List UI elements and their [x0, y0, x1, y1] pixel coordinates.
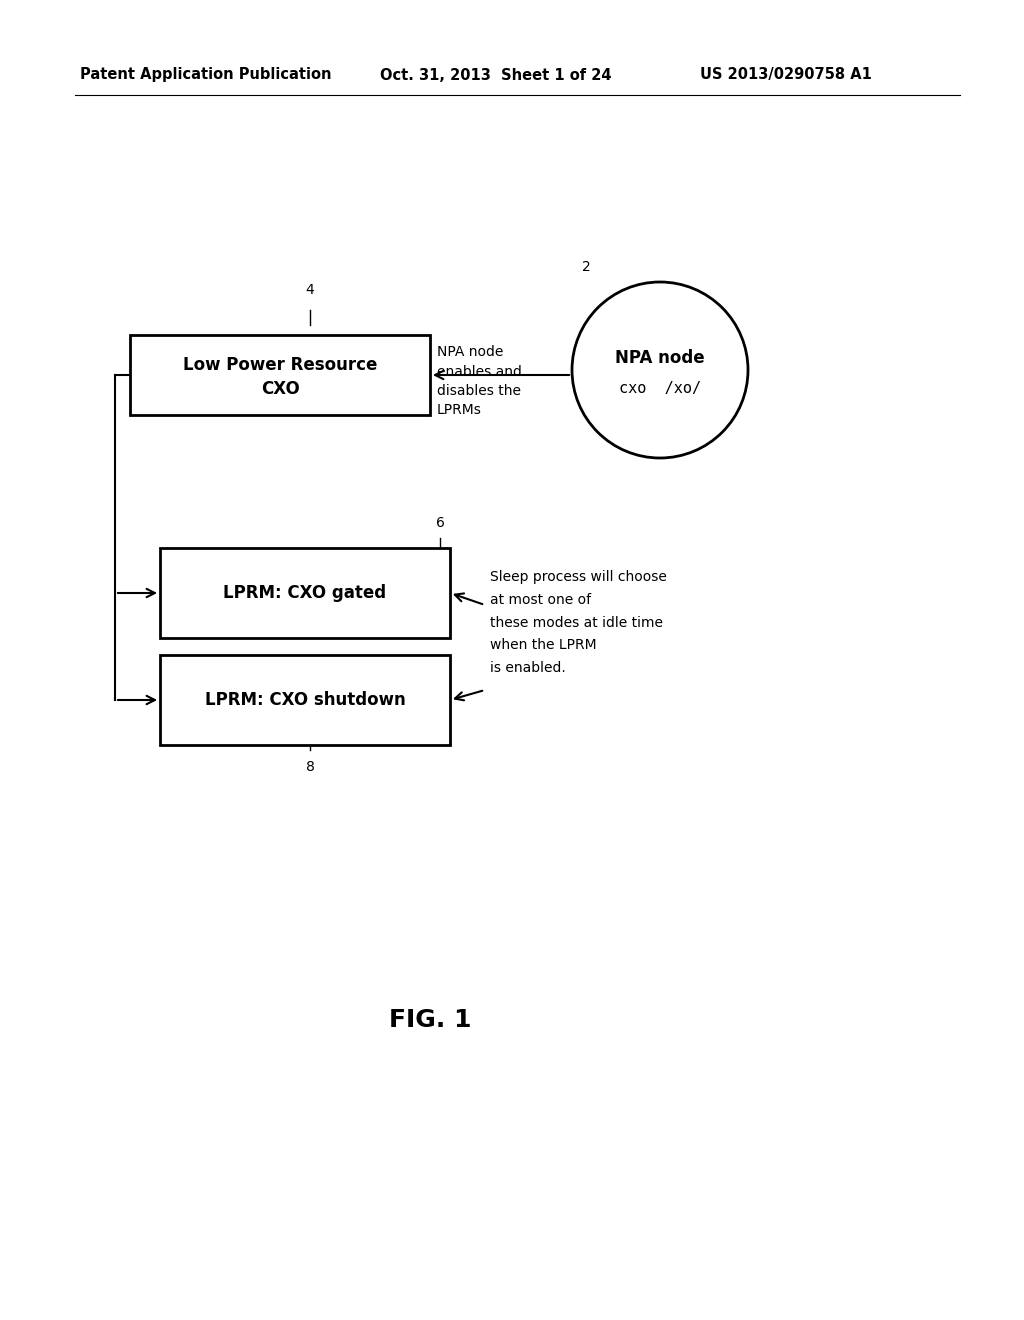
Text: Low Power Resource: Low Power Resource	[183, 356, 377, 375]
Text: Oct. 31, 2013  Sheet 1 of 24: Oct. 31, 2013 Sheet 1 of 24	[380, 67, 611, 82]
Bar	[160, 548, 450, 638]
Text: LPRM: CXO gated: LPRM: CXO gated	[223, 583, 387, 602]
Bar	[130, 335, 430, 414]
Text: 4: 4	[305, 282, 314, 297]
Text: Sleep process will choose
at most one of
these modes at idle time
when the LPRM
: Sleep process will choose at most one of…	[490, 570, 667, 676]
Bar	[160, 655, 450, 744]
Text: cxo  /xo/: cxo /xo/	[618, 380, 701, 396]
Text: Patent Application Publication: Patent Application Publication	[80, 67, 332, 82]
Text: FIG. 1: FIG. 1	[389, 1008, 471, 1032]
Text: 2: 2	[582, 260, 591, 275]
Text: 6: 6	[435, 516, 444, 531]
Text: US 2013/0290758 A1: US 2013/0290758 A1	[700, 67, 871, 82]
Text: NPA node
enables and
disables the
LPRMs: NPA node enables and disables the LPRMs	[437, 345, 522, 417]
Text: CXO: CXO	[261, 380, 299, 399]
Text: 8: 8	[305, 760, 314, 774]
Text: NPA node: NPA node	[615, 348, 705, 367]
Text: LPRM: CXO shutdown: LPRM: CXO shutdown	[205, 690, 406, 709]
Circle shape	[572, 282, 748, 458]
